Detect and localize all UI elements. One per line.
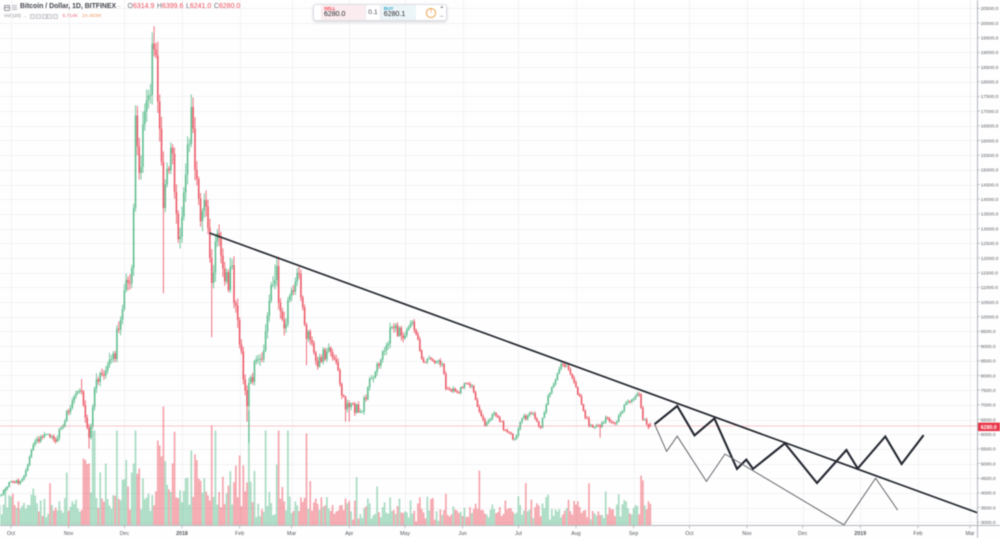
svg-text:13500.0: 13500.0 — [981, 212, 999, 218]
svg-text:15500.0: 15500.0 — [981, 153, 999, 159]
svg-text:10000.0: 10000.0 — [981, 315, 999, 321]
svg-text:17500.0: 17500.0 — [981, 94, 999, 100]
svg-text:16500.0: 16500.0 — [981, 124, 999, 130]
svg-text:19500.0: 19500.0 — [981, 36, 999, 42]
svg-text:Jun: Jun — [458, 531, 467, 537]
svg-text:15000.0: 15000.0 — [981, 168, 999, 174]
svg-text:4500.0: 4500.0 — [981, 476, 996, 482]
svg-text:11500.0: 11500.0 — [981, 271, 999, 277]
svg-text:Sep: Sep — [629, 531, 638, 537]
svg-text:2018: 2018 — [176, 531, 188, 537]
svg-text:12500.0: 12500.0 — [981, 241, 999, 247]
svg-text:19000.0: 19000.0 — [981, 50, 999, 56]
svg-text:9000.0: 9000.0 — [981, 344, 996, 350]
svg-text:16000.0: 16000.0 — [981, 138, 999, 144]
svg-text:6000.0: 6000.0 — [981, 432, 996, 438]
svg-text:20000.0: 20000.0 — [981, 21, 999, 27]
svg-text:2019: 2019 — [854, 531, 866, 537]
svg-text:Oct: Oct — [7, 531, 16, 537]
svg-text:20500.0: 20500.0 — [981, 6, 999, 12]
svg-text:Nov: Nov — [742, 531, 752, 537]
svg-text:7500.0: 7500.0 — [981, 388, 996, 394]
svg-text:17000.0: 17000.0 — [981, 109, 999, 115]
svg-text:14500.0: 14500.0 — [981, 182, 999, 188]
svg-text:14000.0: 14000.0 — [981, 197, 999, 203]
svg-text:13000.0: 13000.0 — [981, 226, 999, 232]
svg-text:12000.0: 12000.0 — [981, 256, 999, 262]
svg-text:Jul: Jul — [515, 531, 522, 537]
svg-text:Dec: Dec — [120, 531, 130, 537]
svg-text:3000.0: 3000.0 — [981, 520, 996, 526]
svg-text:7000.0: 7000.0 — [981, 403, 996, 409]
svg-text:3500.0: 3500.0 — [981, 505, 996, 511]
svg-text:10500.0: 10500.0 — [981, 300, 999, 306]
svg-text:4000.0: 4000.0 — [981, 491, 996, 497]
svg-text:5000.0: 5000.0 — [981, 461, 996, 467]
svg-text:May: May — [400, 531, 410, 537]
svg-text:Oct: Oct — [685, 531, 694, 537]
svg-text:Feb: Feb — [913, 531, 922, 537]
svg-text:Mar: Mar — [965, 531, 974, 537]
svg-text:5500.0: 5500.0 — [981, 447, 996, 453]
svg-text:6500.0: 6500.0 — [981, 417, 996, 423]
svg-text:18000.0: 18000.0 — [981, 80, 999, 86]
svg-text:9500.0: 9500.0 — [981, 329, 996, 335]
svg-text:Mar: Mar — [287, 531, 296, 537]
svg-text:11000.0: 11000.0 — [981, 285, 999, 291]
svg-text:Nov: Nov — [64, 531, 74, 537]
svg-text:8000.0: 8000.0 — [981, 373, 996, 379]
svg-text:18500.0: 18500.0 — [981, 65, 999, 71]
svg-text:Aug: Aug — [571, 531, 580, 537]
svg-text:8500.0: 8500.0 — [981, 359, 996, 365]
svg-text:6280.0: 6280.0 — [981, 425, 997, 431]
svg-text:Apr: Apr — [345, 531, 353, 537]
svg-text:Dec: Dec — [798, 531, 808, 537]
svg-text:Feb: Feb — [235, 531, 244, 537]
